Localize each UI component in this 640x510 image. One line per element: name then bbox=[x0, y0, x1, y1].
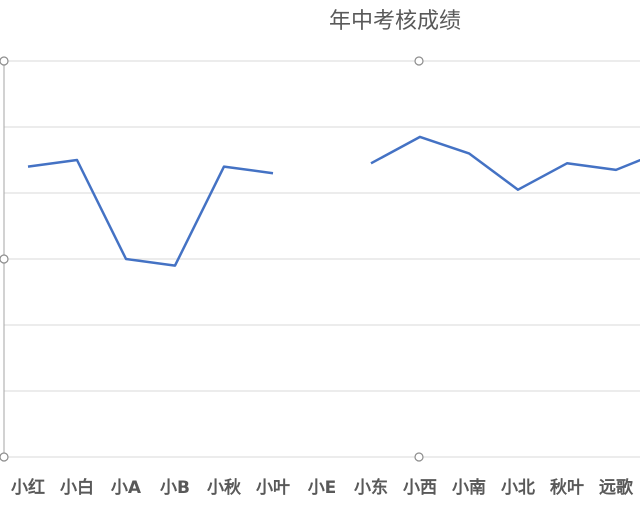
x-tick-label: 远歌 bbox=[599, 477, 634, 498]
x-tick-label: 小E bbox=[308, 478, 337, 498]
x-tick-label: 小南 bbox=[452, 477, 486, 498]
x-tick-label: 小B bbox=[160, 478, 190, 498]
resize-handle[interactable] bbox=[0, 254, 9, 264]
resize-handle[interactable] bbox=[0, 452, 9, 462]
resize-handle[interactable] bbox=[0, 56, 9, 66]
x-tick-label: 小东 bbox=[354, 477, 388, 498]
x-tick-label: 小A bbox=[111, 478, 142, 498]
x-tick-label: 小红 bbox=[11, 477, 45, 498]
x-tick-label: 秋叶 bbox=[550, 477, 584, 498]
x-tick-label: 小白 bbox=[60, 477, 94, 498]
resize-handle[interactable] bbox=[414, 452, 424, 462]
x-tick-label: 小西 bbox=[403, 478, 437, 498]
line-series bbox=[27, 135, 640, 267]
plot-area: 小红 小白 小A 小B 小秋 小叶 小E 小东 小西 小南 小北 秋叶 远歌 bbox=[3, 60, 640, 498]
x-tick-label: 小北 bbox=[501, 478, 535, 498]
x-tick-label: 小叶 bbox=[256, 478, 290, 498]
x-tick-label: 小秋 bbox=[207, 477, 242, 498]
resize-handle[interactable] bbox=[414, 56, 424, 66]
chart-title: 年中考核成绩 bbox=[329, 9, 461, 34]
